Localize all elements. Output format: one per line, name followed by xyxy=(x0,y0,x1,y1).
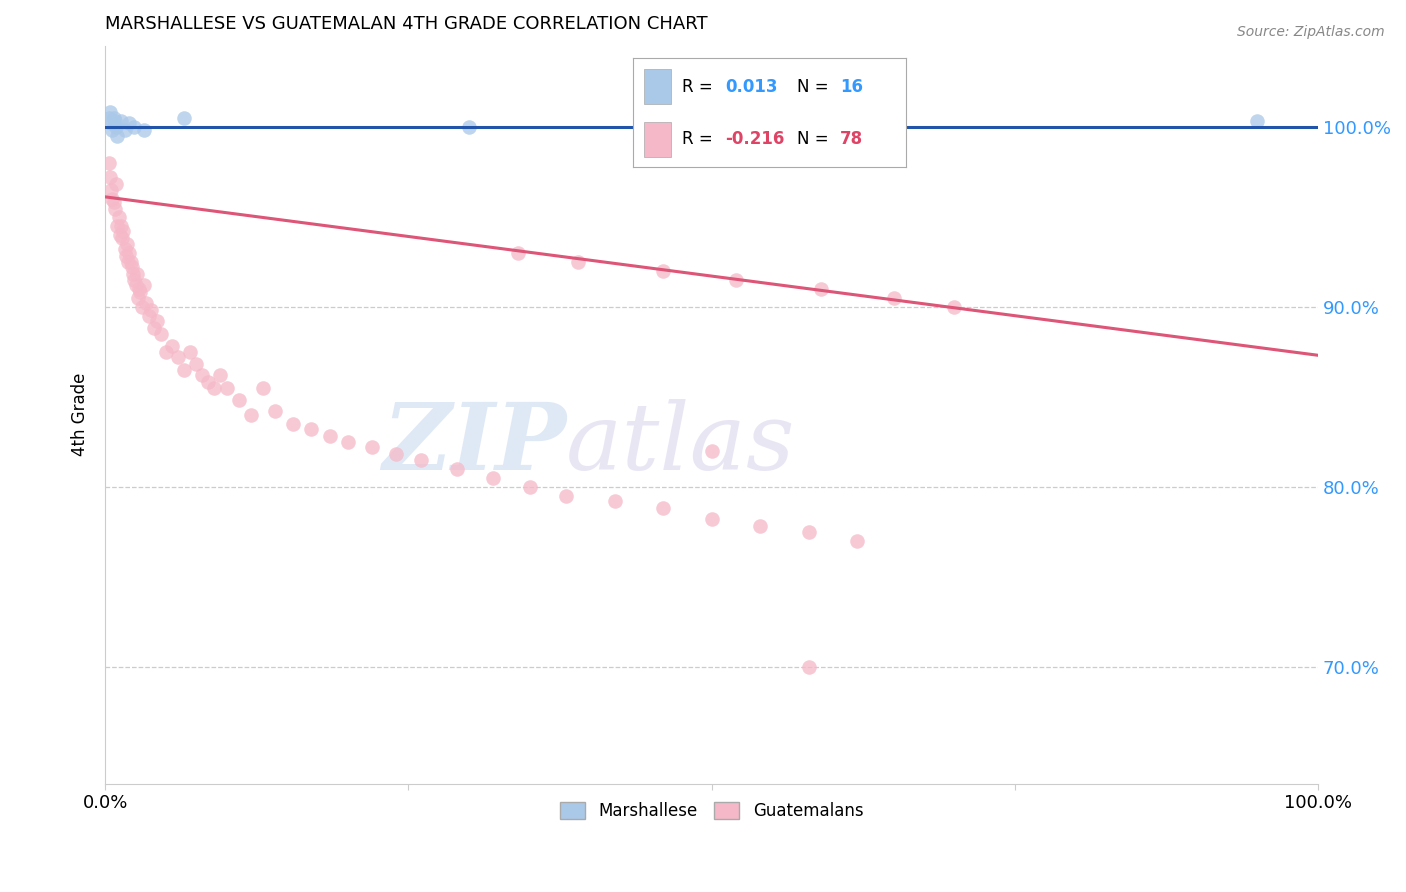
Point xyxy=(228,393,250,408)
Point xyxy=(446,461,468,475)
Point xyxy=(191,368,214,383)
Point xyxy=(111,231,134,245)
Point xyxy=(114,249,136,263)
Point xyxy=(142,321,165,335)
Point xyxy=(197,376,219,390)
Point xyxy=(105,128,128,143)
Point xyxy=(104,202,127,217)
Point xyxy=(117,254,139,268)
Point xyxy=(652,501,675,516)
Point xyxy=(283,417,305,431)
Point xyxy=(252,381,274,395)
Point xyxy=(943,300,966,314)
Point xyxy=(107,210,129,224)
Legend: Marshallese, Guatemalans: Marshallese, Guatemalans xyxy=(554,796,870,827)
Point xyxy=(167,350,190,364)
Point xyxy=(135,296,157,310)
Point xyxy=(98,170,121,185)
Point xyxy=(132,123,155,137)
Point xyxy=(299,422,322,436)
Point xyxy=(100,116,122,130)
Point xyxy=(160,339,183,353)
Point xyxy=(239,408,262,422)
Point xyxy=(97,111,120,125)
Point xyxy=(108,227,131,242)
Point xyxy=(506,245,529,260)
Point xyxy=(700,512,723,526)
Point xyxy=(749,519,772,533)
Point xyxy=(124,278,146,293)
Point xyxy=(409,452,432,467)
Point xyxy=(122,267,145,281)
Point xyxy=(115,236,138,251)
Point xyxy=(125,267,148,281)
Point xyxy=(797,524,820,539)
Point xyxy=(361,440,384,454)
Point xyxy=(101,123,124,137)
Text: MARSHALLESE VS GUATEMALAN 4TH GRADE CORRELATION CHART: MARSHALLESE VS GUATEMALAN 4TH GRADE CORR… xyxy=(105,15,707,33)
Point xyxy=(1246,114,1268,128)
Point xyxy=(264,404,287,418)
Point xyxy=(138,309,160,323)
Point xyxy=(112,224,135,238)
Point xyxy=(128,282,150,296)
Point xyxy=(101,192,124,206)
Point xyxy=(131,300,153,314)
Point xyxy=(458,120,481,134)
Point xyxy=(97,155,120,169)
Point xyxy=(318,429,340,443)
Point xyxy=(105,120,128,134)
Text: Source: ZipAtlas.com: Source: ZipAtlas.com xyxy=(1237,25,1385,39)
Point xyxy=(385,447,408,461)
Point xyxy=(202,381,225,395)
Point xyxy=(173,111,195,125)
Point xyxy=(150,326,173,341)
Point xyxy=(797,659,820,673)
Y-axis label: 4th Grade: 4th Grade xyxy=(72,373,89,457)
Point xyxy=(105,178,128,192)
Point xyxy=(567,254,589,268)
Point xyxy=(110,114,132,128)
Point xyxy=(810,282,832,296)
Point xyxy=(336,434,359,449)
Point xyxy=(114,123,136,137)
Point xyxy=(100,183,122,197)
Point xyxy=(103,111,125,125)
Point xyxy=(120,254,142,268)
Point xyxy=(104,114,127,128)
Point xyxy=(173,362,195,376)
Point xyxy=(883,291,905,305)
Point xyxy=(555,489,578,503)
Point xyxy=(846,533,869,548)
Point xyxy=(114,242,136,256)
Point xyxy=(110,219,132,233)
Point xyxy=(98,105,121,120)
Point xyxy=(105,219,128,233)
Point xyxy=(103,195,125,210)
Point xyxy=(118,245,141,260)
Text: atlas: atlas xyxy=(567,400,796,489)
Point xyxy=(519,480,541,494)
Text: ZIP: ZIP xyxy=(382,400,567,489)
Point xyxy=(132,278,155,293)
Point xyxy=(141,303,163,318)
Point xyxy=(118,116,141,130)
Point xyxy=(146,314,169,328)
Point xyxy=(209,368,232,383)
Point xyxy=(186,357,208,371)
Point xyxy=(215,381,238,395)
Point xyxy=(179,344,201,359)
Point xyxy=(129,285,152,300)
Point xyxy=(155,344,177,359)
Point xyxy=(121,260,143,274)
Point xyxy=(700,443,723,458)
Point xyxy=(124,120,146,134)
Point xyxy=(652,263,675,277)
Point xyxy=(482,471,505,485)
Point xyxy=(603,494,626,508)
Point xyxy=(124,273,146,287)
Point xyxy=(127,291,149,305)
Point xyxy=(724,273,747,287)
